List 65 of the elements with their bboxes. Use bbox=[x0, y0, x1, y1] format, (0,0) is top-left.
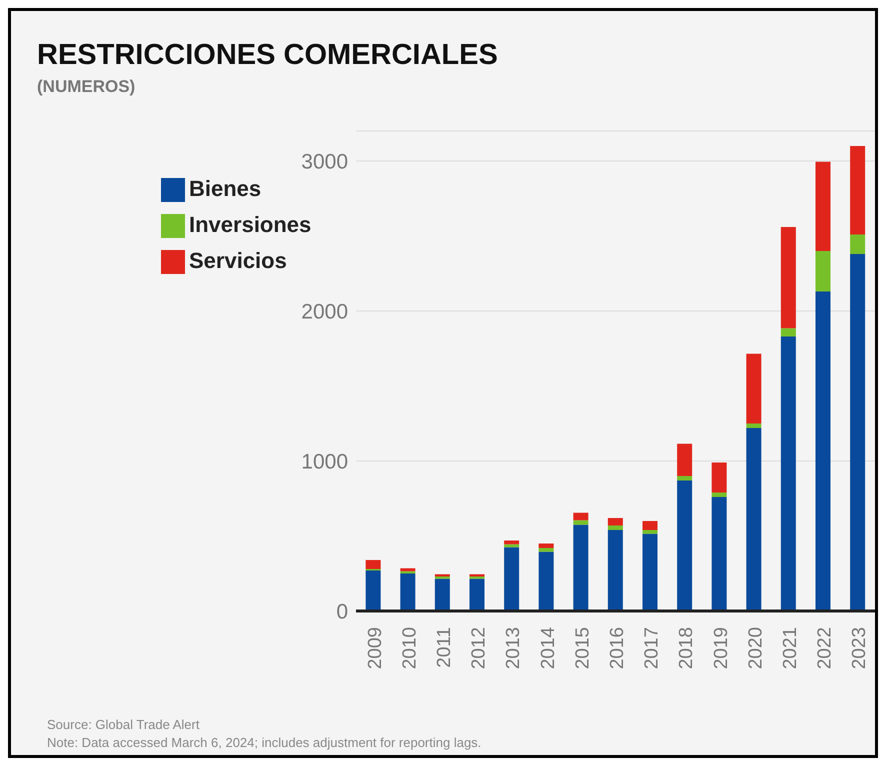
legend-label: Servicios bbox=[189, 248, 287, 273]
x-tick-label: 2020 bbox=[745, 627, 766, 670]
text: Note: Data accessed March 6, 2024; includes adjustment for reporting lags. bbox=[47, 734, 482, 752]
bar bbox=[608, 526, 623, 530]
x-tick-label: 2013 bbox=[503, 627, 524, 670]
bar bbox=[434, 578, 450, 611]
bar bbox=[400, 568, 416, 572]
legend-label: Inversiones bbox=[189, 212, 312, 237]
x-tick-label: 2016 bbox=[606, 627, 628, 670]
x-tick-label: 2009 bbox=[364, 627, 386, 670]
x-tick-label: 2010 bbox=[399, 627, 420, 670]
y-tick-label: 0 bbox=[336, 600, 348, 624]
x-tick-label: 2014 bbox=[538, 626, 559, 670]
bar bbox=[815, 251, 830, 292]
x-tick-label: 2019 bbox=[710, 627, 732, 670]
bar bbox=[677, 476, 692, 480]
bar bbox=[366, 570, 381, 611]
bar bbox=[712, 462, 727, 492]
bar bbox=[573, 512, 588, 520]
bar bbox=[642, 521, 658, 530]
bar bbox=[746, 428, 762, 611]
bar bbox=[642, 534, 658, 611]
bar bbox=[642, 530, 658, 534]
bar bbox=[469, 578, 484, 611]
x-tick-label: 2011 bbox=[434, 627, 455, 668]
bar bbox=[573, 520, 588, 525]
text: (NUMEROS) bbox=[37, 77, 136, 97]
bar bbox=[608, 518, 623, 526]
x-tick-label: 2022 bbox=[814, 627, 836, 670]
bar bbox=[746, 354, 762, 424]
bar bbox=[780, 336, 796, 611]
bar bbox=[400, 574, 416, 611]
bar bbox=[712, 492, 727, 497]
chart-title: RESTRICCIONES COMERCIALES bbox=[37, 39, 498, 72]
x-tick-label: 2018 bbox=[676, 627, 698, 670]
x-tick-label: 2023 bbox=[849, 627, 870, 670]
bar bbox=[504, 540, 520, 544]
x-tick-label: 2021 bbox=[780, 627, 801, 670]
source-note: Source: Global Trade Alert bbox=[47, 716, 200, 734]
bar bbox=[538, 548, 554, 552]
legend-label: Bienes bbox=[189, 176, 262, 201]
x-tick-label: 2012 bbox=[468, 627, 490, 670]
bar bbox=[366, 560, 381, 569]
x-tick-label: 2015 bbox=[572, 627, 594, 670]
bar bbox=[504, 547, 520, 611]
bar bbox=[677, 480, 692, 611]
y-tick-label: 1000 bbox=[301, 450, 348, 474]
bar bbox=[815, 292, 830, 611]
bar bbox=[573, 524, 588, 611]
y-tick-label: 2000 bbox=[301, 300, 348, 324]
x-tick-label: 2017 bbox=[642, 627, 663, 670]
bar bbox=[746, 424, 762, 428]
y-tick-label: 3000 bbox=[301, 150, 348, 174]
bar bbox=[850, 254, 866, 611]
bar bbox=[538, 552, 554, 611]
bar bbox=[608, 530, 623, 611]
bar bbox=[850, 234, 866, 254]
bar bbox=[504, 544, 520, 548]
bar bbox=[677, 444, 692, 476]
bar bbox=[538, 544, 554, 548]
bar bbox=[780, 328, 796, 336]
bar bbox=[815, 162, 830, 251]
bar bbox=[712, 497, 727, 611]
bar bbox=[850, 146, 866, 234]
bar bbox=[780, 227, 796, 328]
